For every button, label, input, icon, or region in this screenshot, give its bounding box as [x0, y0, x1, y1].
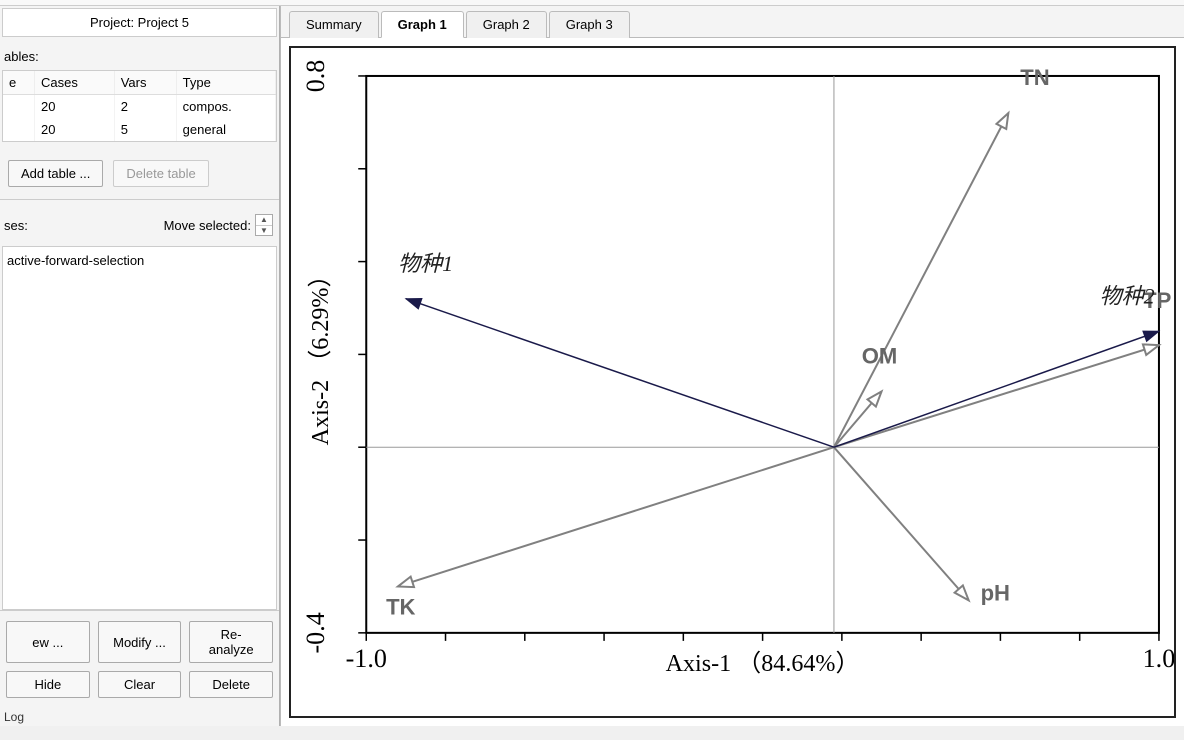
graph-area: -1.0 1.0 -0.4 0.8 Axis-1 （84.64%） Axis-2 （6.2… [281, 38, 1184, 726]
table-cell: 20 [35, 118, 115, 141]
move-selected-label: Move selected: [164, 218, 251, 233]
svg-text:-0.4: -0.4 [301, 612, 330, 653]
table-row[interactable]: 205general [3, 118, 276, 141]
analyses-label: ses: [4, 218, 28, 233]
svg-text:TN: TN [1020, 65, 1049, 90]
tab-graph-2[interactable]: Graph 2 [466, 11, 547, 38]
svg-text:OM: OM [862, 344, 898, 369]
analysis-buttons: ew ... Modify ... Re-analyze Hide Clear … [0, 610, 279, 708]
clear-button[interactable]: Clear [98, 671, 182, 698]
table-cell: 5 [114, 118, 176, 141]
new-button[interactable]: ew ... [6, 621, 90, 663]
delete-button[interactable]: Delete [189, 671, 273, 698]
tab-graph-3[interactable]: Graph 3 [549, 11, 630, 38]
svg-text:Axis-2 （6.29%）: Axis-2 （6.29%） [308, 263, 334, 445]
svg-text:1.0: 1.0 [1143, 644, 1176, 673]
table-header[interactable]: Vars [114, 71, 176, 95]
move-selected-spinner[interactable]: ▲ ▼ [255, 214, 273, 236]
right-panel: SummaryGraph 1Graph 2Graph 3 -1.0 1.0 -0.4… [280, 6, 1184, 726]
table-header[interactable]: Cases [35, 71, 115, 95]
analyses-header-row: ses: Move selected: ▲ ▼ [0, 200, 279, 242]
spinner-down-icon[interactable]: ▼ [256, 226, 272, 236]
project-title: Project: Project 5 [2, 8, 277, 37]
table-header[interactable]: e [3, 71, 35, 95]
table-cell [3, 118, 35, 141]
list-item[interactable]: active-forward-selection [7, 253, 272, 268]
hide-button[interactable]: Hide [6, 671, 90, 698]
analyses-list[interactable]: active-forward-selection [2, 246, 277, 610]
table-buttons-row: Add table ... Delete table [0, 142, 279, 200]
delete-table-button[interactable]: Delete table [113, 160, 208, 187]
biplot-svg: -1.0 1.0 -0.4 0.8 Axis-1 （84.64%） Axis-2 （6.2… [289, 46, 1176, 718]
tab-graph-1[interactable]: Graph 1 [381, 11, 464, 38]
svg-text:pH: pH [981, 580, 1010, 605]
table-row[interactable]: 202compos. [3, 95, 276, 119]
svg-text:Axis-1 （84.64%）: Axis-1 （84.64%） [666, 651, 860, 677]
table-cell: compos. [176, 95, 275, 119]
svg-text:TK: TK [386, 594, 415, 619]
tables-label: ables: [0, 39, 279, 70]
log-label: Log [0, 708, 279, 726]
svg-text:0.8: 0.8 [301, 60, 330, 93]
left-panel: Project: Project 5 ables: eCasesVarsType… [0, 6, 280, 726]
add-table-button[interactable]: Add table ... [8, 160, 103, 187]
svg-text:物种1: 物种1 [398, 251, 453, 276]
table-cell: 2 [114, 95, 176, 119]
reanalyze-button[interactable]: Re-analyze [189, 621, 273, 663]
spinner-up-icon[interactable]: ▲ [256, 215, 272, 226]
svg-text:-1.0: -1.0 [346, 644, 387, 673]
svg-text:物种2: 物种2 [1099, 283, 1154, 308]
tables-table[interactable]: eCasesVarsType 202compos.205general [3, 71, 276, 141]
table-cell: general [176, 118, 275, 141]
tables-area: eCasesVarsType 202compos.205general [2, 70, 277, 142]
main-layout: Project: Project 5 ables: eCasesVarsType… [0, 6, 1184, 726]
table-header[interactable]: Type [176, 71, 275, 95]
table-cell [3, 95, 35, 119]
modify-button[interactable]: Modify ... [98, 621, 182, 663]
table-cell: 20 [35, 95, 115, 119]
graph-tabs: SummaryGraph 1Graph 2Graph 3 [281, 6, 1184, 38]
tab-summary[interactable]: Summary [289, 11, 379, 38]
